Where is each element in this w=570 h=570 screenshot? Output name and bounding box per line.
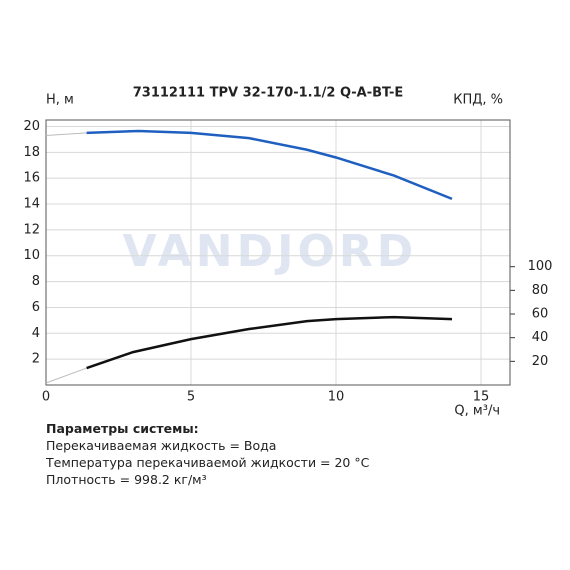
y2-tick-label: 60: [532, 307, 549, 322]
x-tick-label: 5: [187, 390, 195, 405]
y-tick-label: 8: [32, 274, 40, 289]
y-tick-label: 20: [23, 119, 40, 134]
y-tick-label: 2: [32, 352, 40, 367]
y-tick-label: 14: [23, 197, 40, 212]
series-line: [45, 132, 87, 137]
y-tick-label: 6: [32, 300, 40, 315]
notes-line: Плотность = 998.2 кг/м³: [46, 472, 207, 487]
notes-heading: Параметры системы:: [46, 421, 199, 436]
series-line: [45, 367, 87, 384]
y2-tick-label: 20: [532, 354, 549, 369]
y-tick-label: 18: [23, 145, 40, 160]
notes-line: Перекачиваемая жидкость = Вода: [46, 438, 277, 453]
y-tick-label: 4: [32, 326, 40, 341]
y2-axis-label: КПД, %: [453, 93, 503, 108]
series-line: [86, 129, 453, 201]
x-tick-label: 10: [328, 390, 345, 405]
notes-line: Температура перекачиваемой жидкости = 20…: [46, 455, 370, 470]
watermark: VANDJORD: [123, 226, 418, 277]
x-tick-label: 0: [42, 390, 50, 405]
x-axis-label: Q, м³/ч: [454, 404, 500, 419]
y-tick-label: 12: [23, 222, 40, 237]
y2-tick-label: 80: [532, 283, 549, 298]
y2-tick-label: 40: [532, 330, 549, 345]
y2-tick-label: 100: [528, 259, 553, 274]
y-tick-label: 10: [23, 248, 40, 263]
x-tick-label: 15: [473, 390, 490, 405]
plot-frame: [45, 119, 511, 386]
y-tick-label: 16: [23, 171, 40, 186]
y-axis-label: H, м: [46, 93, 74, 108]
series-line: [86, 315, 453, 370]
chart-title: 73112111 TPV 32-170-1.1/2 Q-A-BT-E: [133, 86, 404, 101]
system-parameters: Параметры системы: Перекачиваемая жидкос…: [46, 420, 369, 488]
